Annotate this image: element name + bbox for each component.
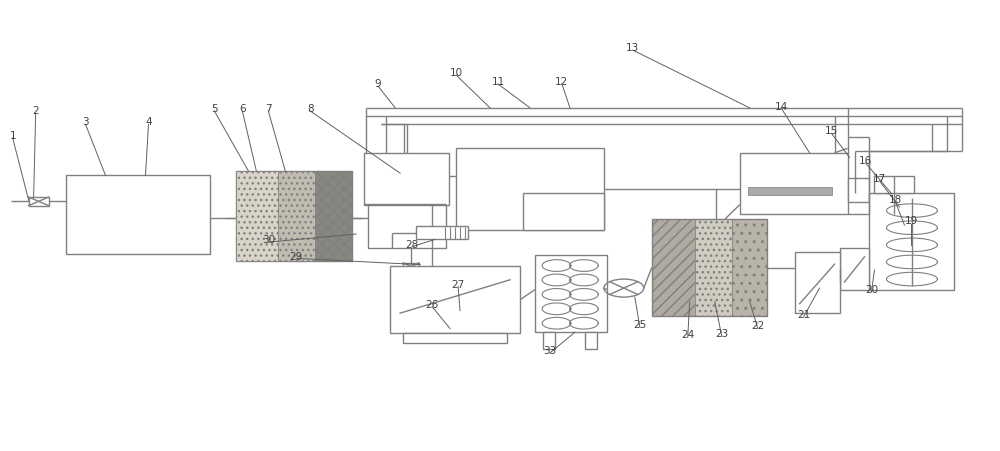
Bar <box>695 220 732 316</box>
Bar <box>236 171 278 262</box>
Text: 13: 13 <box>626 43 639 53</box>
Bar <box>869 194 954 291</box>
Bar <box>364 153 449 205</box>
Text: 15: 15 <box>825 126 838 136</box>
Text: 5: 5 <box>211 104 218 114</box>
Bar <box>315 171 352 262</box>
Text: 18: 18 <box>889 194 902 204</box>
Text: 7: 7 <box>265 104 272 114</box>
Bar <box>795 253 840 313</box>
Text: 1: 1 <box>9 131 16 141</box>
Bar <box>740 153 848 214</box>
Bar <box>278 171 315 262</box>
Text: 10: 10 <box>449 68 463 78</box>
Bar <box>403 333 507 343</box>
Text: 25: 25 <box>633 319 646 329</box>
Bar <box>652 220 695 316</box>
Text: 21: 21 <box>797 309 810 319</box>
Text: 22: 22 <box>751 320 764 330</box>
Text: 28: 28 <box>405 239 419 249</box>
Bar <box>748 187 832 195</box>
Bar <box>29 198 49 206</box>
Bar <box>456 149 604 230</box>
Bar <box>585 332 597 350</box>
Text: 23: 23 <box>715 328 728 338</box>
Bar <box>874 177 914 194</box>
Text: 2: 2 <box>32 106 39 116</box>
Bar <box>535 255 607 332</box>
Text: 6: 6 <box>239 104 246 114</box>
Bar <box>732 220 767 316</box>
Text: 19: 19 <box>905 216 918 226</box>
Bar <box>652 220 767 316</box>
Bar <box>543 332 555 350</box>
Bar <box>523 193 604 230</box>
Text: 8: 8 <box>307 104 314 114</box>
Bar <box>66 176 210 255</box>
Text: 11: 11 <box>491 77 505 87</box>
Bar <box>368 175 446 249</box>
Bar <box>840 249 869 291</box>
Text: 12: 12 <box>555 77 569 87</box>
Text: 26: 26 <box>425 299 439 309</box>
Text: 3: 3 <box>82 117 89 127</box>
Text: 16: 16 <box>859 155 872 166</box>
Text: 4: 4 <box>145 117 152 127</box>
Text: 14: 14 <box>775 101 788 111</box>
Text: 17: 17 <box>873 173 886 183</box>
Text: 29: 29 <box>290 251 303 261</box>
Bar <box>236 171 352 262</box>
Text: 9: 9 <box>375 79 381 89</box>
Bar <box>390 267 520 333</box>
Bar <box>848 178 869 203</box>
Text: 27: 27 <box>451 279 465 289</box>
Text: 33: 33 <box>543 345 557 355</box>
Bar <box>416 226 468 240</box>
Text: 30: 30 <box>262 235 275 245</box>
Bar <box>403 263 419 271</box>
Text: 24: 24 <box>681 329 694 339</box>
Text: 20: 20 <box>865 285 878 295</box>
